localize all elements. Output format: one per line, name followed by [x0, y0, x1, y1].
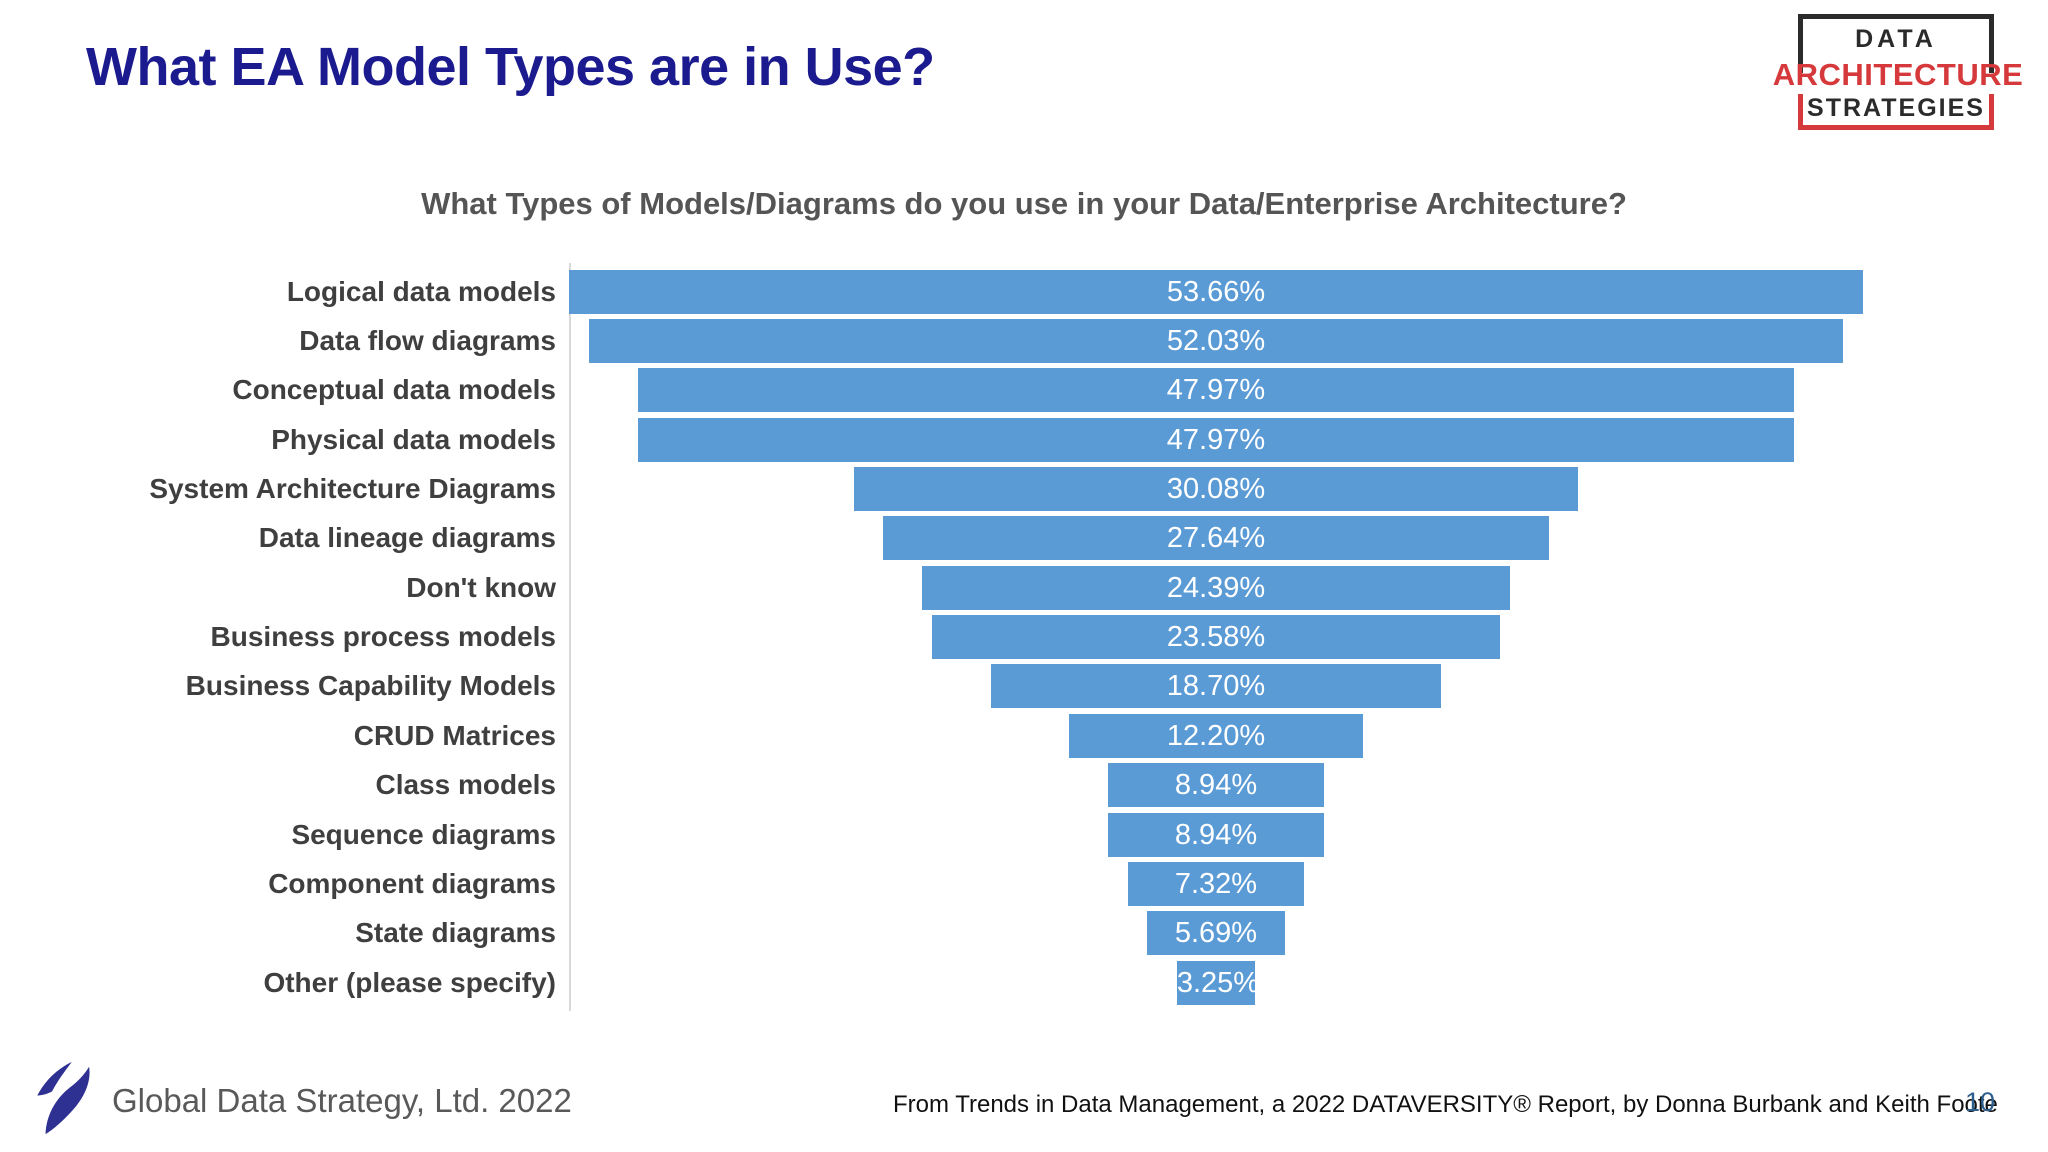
funnel-bar: 8.94% — [1108, 812, 1324, 857]
value-label: 12.20% — [1166, 719, 1266, 752]
page-title: What EA Model Types are in Use? — [86, 37, 935, 97]
value-label: 18.70% — [1166, 670, 1266, 703]
funnel-bar: 47.97% — [637, 417, 1795, 462]
funnel-bar: 7.32% — [1127, 861, 1305, 906]
category-label: CRUD Matrices — [353, 719, 556, 751]
category-label: Business process models — [210, 621, 556, 653]
category-label: Conceptual data models — [232, 374, 556, 406]
category-label: Class models — [375, 769, 556, 801]
funnel-bar: 23.58% — [931, 615, 1501, 660]
value-label: 47.97% — [1166, 374, 1266, 407]
funnel-bar: 24.39% — [922, 565, 1510, 610]
value-label: 52.03% — [1166, 325, 1266, 358]
value-label: 47.97% — [1166, 423, 1266, 456]
category-label: State diagrams — [355, 917, 556, 949]
value-label: 3.25% — [1176, 966, 1260, 999]
funnel-bar: 53.66% — [569, 269, 1863, 314]
funnel-bar: 52.03% — [589, 319, 1843, 364]
category-label: System Architecture Diagrams — [149, 473, 556, 505]
data-architecture-strategies-logo: DATA ARCHITECTURE STRATEGIES — [1752, 10, 2044, 134]
value-label: 27.64% — [1166, 522, 1266, 555]
y-axis-line — [569, 263, 571, 1012]
value-label: 24.39% — [1166, 571, 1266, 604]
logo-red-frame — [1798, 94, 1994, 130]
category-label: Don't know — [406, 571, 556, 603]
footer-citation: From Trends in Data Management, a 2022 D… — [893, 1091, 1998, 1118]
footer-company: Global Data Strategy, Ltd. 2022 — [112, 1082, 572, 1119]
value-label: 23.58% — [1166, 621, 1266, 654]
category-label: Data lineage diagrams — [258, 522, 556, 554]
category-label: Data flow diagrams — [299, 325, 556, 357]
funnel-bar: 8.94% — [1108, 763, 1324, 808]
funnel-bar: 30.08% — [853, 467, 1579, 512]
logo-line-architecture: ARCHITECTURE — [1772, 57, 2024, 92]
value-label: 7.32% — [1174, 867, 1258, 900]
category-label: Component diagrams — [268, 867, 556, 899]
global-data-strategy-logo — [37, 1061, 90, 1135]
funnel-bar: 27.64% — [882, 516, 1550, 561]
funnel-bar: 3.25% — [1176, 960, 1260, 1005]
value-label: 30.08% — [1166, 473, 1266, 506]
category-label: Physical data models — [271, 423, 556, 455]
funnel-bar: 12.20% — [1068, 713, 1363, 758]
category-label: Sequence diagrams — [291, 818, 556, 850]
page-number: 10 — [1965, 1087, 1996, 1117]
value-label: 8.94% — [1174, 818, 1258, 851]
funnel-bar: 5.69% — [1147, 911, 1285, 956]
category-label: Other (please specify) — [263, 966, 556, 998]
chart-title: What Types of Models/Diagrams do you use… — [421, 186, 1627, 221]
funnel-bar: 47.97% — [637, 368, 1795, 413]
funnel-bar: 18.70% — [990, 664, 1442, 709]
category-label: Business Capability Models — [185, 670, 556, 702]
logo-line-strategies: STRATEGIES — [1807, 94, 1985, 122]
value-label: 5.69% — [1174, 917, 1258, 950]
value-label: 53.66% — [1166, 275, 1266, 308]
value-label: 8.94% — [1174, 769, 1258, 802]
category-label: Logical data models — [286, 275, 556, 307]
logo-black-frame — [1798, 14, 1994, 73]
logo-line-data: DATA — [1855, 25, 1937, 53]
